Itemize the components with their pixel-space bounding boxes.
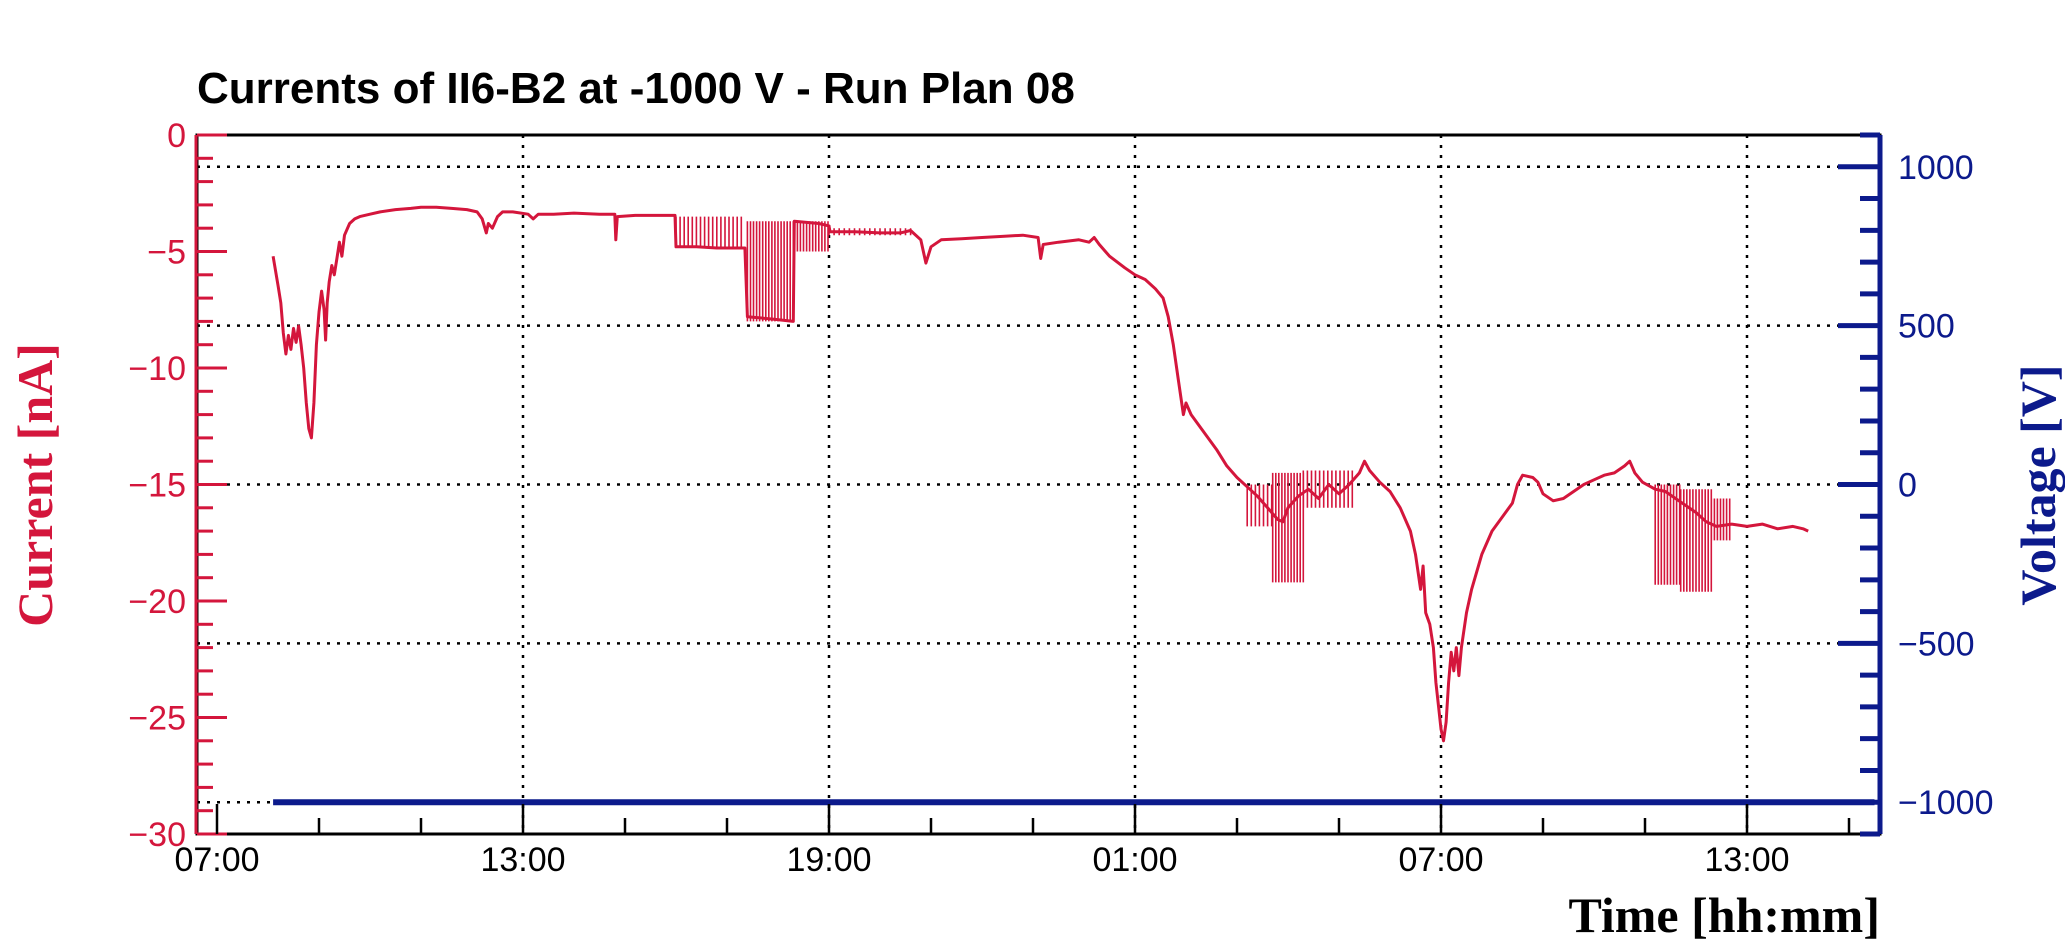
left-tick-label: −30 bbox=[128, 816, 186, 854]
x-tick-label: 07:00 bbox=[1398, 841, 1483, 879]
current-spike-band bbox=[746, 221, 795, 322]
right-tick-label: −1000 bbox=[1898, 784, 1994, 822]
left-tick-label: −20 bbox=[128, 583, 186, 621]
current-line bbox=[271, 205, 1809, 743]
x-tick-label: 13:00 bbox=[1704, 841, 1789, 879]
current-series bbox=[271, 205, 1809, 743]
left-tick-label: −15 bbox=[128, 467, 186, 505]
chart-title: Currents of II6-B2 at -1000 V - Run Plan… bbox=[197, 64, 1075, 113]
left-axis: 0 −5 −10 −15 −20 −25 −30 bbox=[128, 117, 227, 854]
right-tick-label: 0 bbox=[1898, 467, 1917, 505]
current-spike-band bbox=[1271, 472, 1305, 583]
x-axis: 07:00 13:00 19:00 01:00 07:00 13:00 bbox=[174, 804, 1851, 879]
y-axis-right-label: Voltage [V] bbox=[2010, 364, 2065, 605]
left-tick-label: −25 bbox=[128, 700, 186, 738]
current-spike-band bbox=[1246, 484, 1273, 527]
current-spike-band bbox=[828, 228, 912, 236]
x-tick-label: 01:00 bbox=[1092, 841, 1177, 879]
right-tick-label: 1000 bbox=[1898, 149, 1974, 187]
current-spike-band bbox=[675, 216, 743, 248]
x-axis-label: Time [hh:mm] bbox=[1568, 887, 1880, 943]
x-tick-label: 19:00 bbox=[786, 841, 871, 879]
right-axis: 1000 500 0 −500 −1000 bbox=[1838, 132, 1994, 837]
x-tick-label: 13:00 bbox=[480, 841, 565, 879]
current-spike-band bbox=[1654, 484, 1681, 585]
left-tick-label: −5 bbox=[147, 234, 186, 272]
x-tick-label: 07:00 bbox=[174, 841, 259, 879]
left-tick-label: 0 bbox=[167, 117, 186, 155]
current-spike-band bbox=[1710, 498, 1731, 541]
current-spike-band bbox=[1679, 489, 1713, 592]
current-spike-band bbox=[1302, 470, 1354, 508]
current-spike-band bbox=[793, 221, 829, 252]
y-axis-left-label: Current [nA] bbox=[7, 343, 63, 627]
right-tick-label: 500 bbox=[1898, 308, 1955, 346]
left-tick-label: −10 bbox=[128, 350, 186, 388]
right-tick-label: −500 bbox=[1898, 625, 1975, 663]
